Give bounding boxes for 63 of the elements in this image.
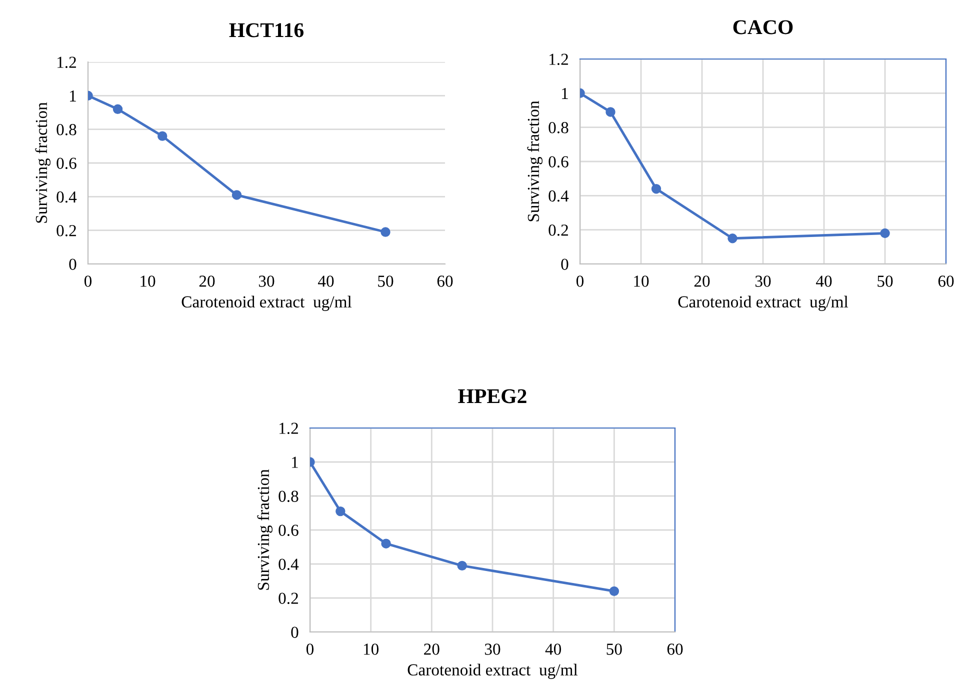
y-tick-label: 0 (561, 258, 568, 270)
y-tick-label: 0.6 (548, 156, 568, 168)
x-tick-label: 50 (606, 644, 622, 655)
x-tick-label: 40 (318, 276, 334, 287)
y-tick-label: 1.2 (550, 54, 568, 66)
x-tick-label: 60 (667, 644, 683, 655)
x-axis-title: Carotenoid extract ug/ml (182, 296, 352, 311)
y-axis-title: Surviving fraction (35, 102, 50, 223)
x-tick-label: 20 (424, 644, 440, 655)
x-tick-label: 0 (306, 644, 314, 655)
x-tick-label: 30 (484, 644, 500, 655)
y-tick-label: 0.4 (278, 558, 299, 570)
y-tick-label: 0.8 (56, 124, 76, 136)
y-tick-label: 0 (291, 626, 298, 638)
x-tick-label: 30 (258, 276, 274, 287)
chart-title: HCT116 (229, 23, 304, 38)
x-tick-label: 0 (576, 276, 584, 287)
x-tick-label: 40 (545, 644, 562, 655)
point (457, 560, 467, 571)
y-tick-label: 0.2 (548, 224, 568, 236)
x-tick-label: 60 (437, 276, 453, 287)
x-tick-label: 40 (816, 276, 832, 287)
y-tick-label: 0.2 (278, 592, 298, 604)
y-tick-label: 0.6 (278, 524, 298, 536)
y-tick-label: 1 (70, 90, 76, 102)
point (336, 506, 346, 516)
y-axis-title: Surviving fraction (257, 469, 272, 590)
y-tick-label: 0.2 (56, 225, 76, 236)
y-tick-label: 0.8 (548, 122, 568, 134)
point (112, 104, 123, 114)
x-tick-label: 60 (938, 276, 954, 287)
x-tick-label: 20 (694, 276, 710, 287)
x-tick-label: 20 (199, 276, 215, 287)
point (381, 538, 391, 548)
y-tick-label: 0.8 (278, 490, 298, 502)
y-tick-label: 0.6 (56, 158, 76, 170)
point (651, 184, 662, 194)
point (606, 107, 616, 117)
point (232, 190, 242, 200)
y-tick-label: 1 (292, 456, 298, 468)
x-axis-title: Carotenoid extract ug/ml (408, 664, 578, 679)
y-tick-label: 0.4 (56, 191, 77, 203)
x-tick-label: 10 (364, 644, 379, 655)
chart-title: HPEG2 (458, 389, 526, 404)
chart-title: CACO (733, 20, 793, 34)
y-tick-label: 1.2 (58, 56, 76, 68)
x-tick-label: 50 (378, 276, 394, 287)
y-tick-label: 1 (562, 88, 568, 99)
y-tick-label: 0 (69, 258, 76, 270)
x-axis-title: Carotenoid extract ug/ml (678, 296, 848, 311)
point (880, 228, 890, 238)
point (728, 234, 738, 244)
x-tick-label: 30 (755, 276, 771, 287)
y-axis-title: Surviving fraction (527, 100, 542, 222)
x-tick-label: 0 (84, 276, 92, 287)
point (609, 586, 620, 596)
y-tick-label: 1.2 (280, 422, 298, 434)
x-tick-label: 10 (140, 276, 156, 287)
y-tick-label: 0.4 (548, 190, 569, 202)
point (380, 227, 390, 237)
x-tick-label: 10 (634, 276, 649, 287)
point (158, 131, 168, 141)
x-tick-label: 50 (878, 276, 893, 287)
